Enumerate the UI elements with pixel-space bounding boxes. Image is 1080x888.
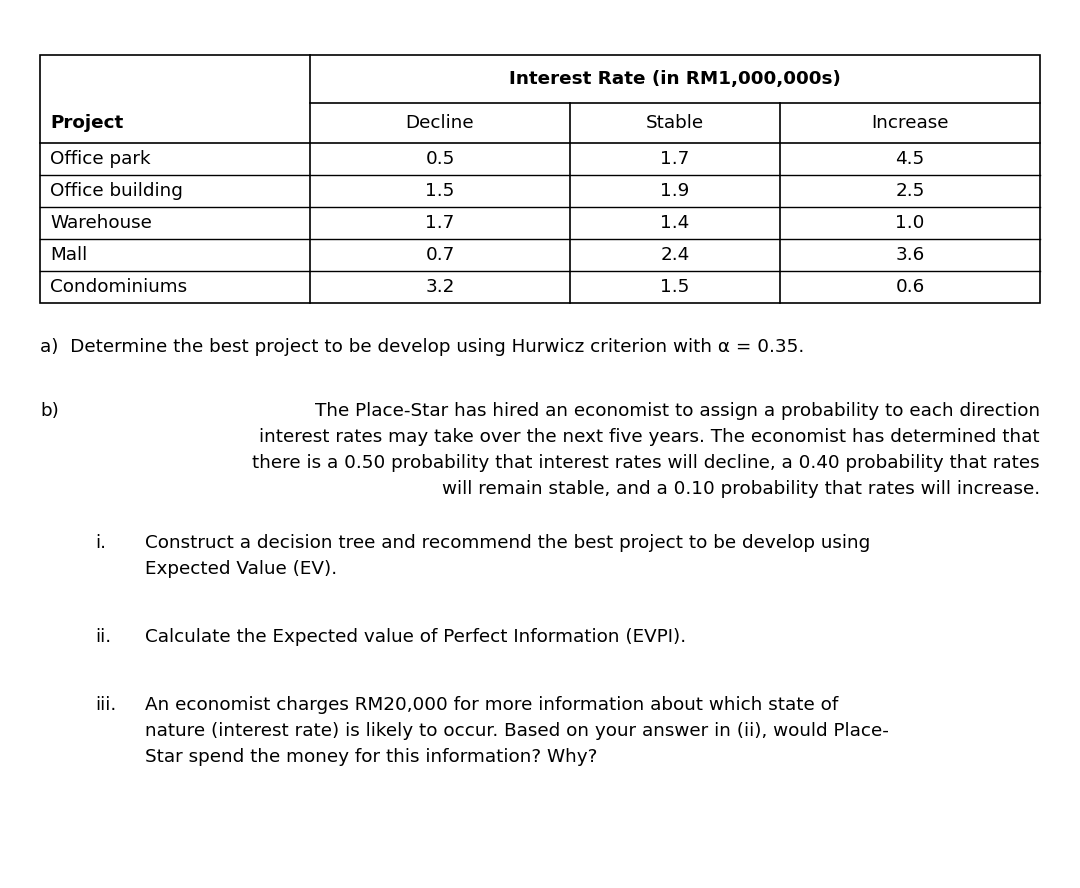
Text: 1.7: 1.7 [426, 214, 455, 232]
Text: b): b) [40, 402, 59, 420]
Text: Expected Value (EV).: Expected Value (EV). [145, 560, 337, 578]
Text: Construct a decision tree and recommend the best project to be develop using: Construct a decision tree and recommend … [145, 534, 870, 552]
Text: Warehouse: Warehouse [50, 214, 152, 232]
Text: ii.: ii. [95, 628, 111, 646]
Text: 2.4: 2.4 [660, 246, 690, 264]
Text: 0.5: 0.5 [426, 150, 455, 168]
Text: Decline: Decline [406, 114, 474, 132]
Text: a)  Determine the best project to be develop using Hurwicz criterion with α = 0.: a) Determine the best project to be deve… [40, 338, 805, 356]
Text: 1.0: 1.0 [895, 214, 924, 232]
Text: 1.7: 1.7 [660, 150, 690, 168]
Text: there is a 0.50 probability that interest rates will decline, a 0.40 probability: there is a 0.50 probability that interes… [253, 454, 1040, 472]
Text: The Place-Star has hired an economist to assign a probability to each direction: The Place-Star has hired an economist to… [315, 402, 1040, 420]
Text: 1.5: 1.5 [426, 182, 455, 200]
Text: 1.5: 1.5 [660, 278, 690, 296]
Text: 2.5: 2.5 [895, 182, 924, 200]
Text: Mall: Mall [50, 246, 87, 264]
Text: 3.2: 3.2 [426, 278, 455, 296]
Text: Calculate the Expected value of Perfect Information (EVPI).: Calculate the Expected value of Perfect … [145, 628, 686, 646]
Text: An economist charges RM20,000 for more information about which state of: An economist charges RM20,000 for more i… [145, 696, 838, 714]
Text: nature (interest rate) is likely to occur. Based on your answer in (ii), would P: nature (interest rate) is likely to occu… [145, 722, 889, 740]
Text: Interest Rate (in RM1,000,000s): Interest Rate (in RM1,000,000s) [509, 70, 841, 88]
Text: 1.4: 1.4 [660, 214, 690, 232]
Text: 0.6: 0.6 [895, 278, 924, 296]
Text: Project: Project [50, 114, 123, 132]
Text: Condominiums: Condominiums [50, 278, 187, 296]
Text: i.: i. [95, 534, 106, 552]
Text: Star spend the money for this information? Why?: Star spend the money for this informatio… [145, 748, 597, 766]
Text: 4.5: 4.5 [895, 150, 924, 168]
Text: Increase: Increase [872, 114, 948, 132]
Text: will remain stable, and a 0.10 probability that rates will increase.: will remain stable, and a 0.10 probabili… [442, 480, 1040, 498]
Text: 1.9: 1.9 [660, 182, 690, 200]
Text: 3.6: 3.6 [895, 246, 924, 264]
Text: iii.: iii. [95, 696, 117, 714]
Text: Office park: Office park [50, 150, 150, 168]
Bar [40, 55, 1040, 303]
Text: Stable: Stable [646, 114, 704, 132]
Text: Office building: Office building [50, 182, 183, 200]
Text: 0.7: 0.7 [426, 246, 455, 264]
Text: interest rates may take over the next five years. The economist has determined t: interest rates may take over the next fi… [259, 428, 1040, 446]
